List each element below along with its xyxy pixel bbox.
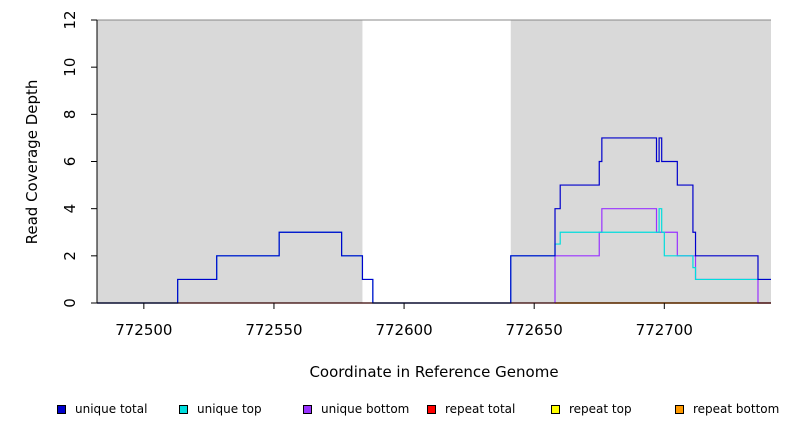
legend-swatch	[57, 404, 66, 414]
x-tick-label: 772650	[506, 321, 563, 339]
legend-label: unique top	[197, 402, 262, 416]
y-tick-label: 8	[61, 110, 79, 120]
legend-swatch	[427, 404, 436, 414]
x-tick-label: 772500	[115, 321, 172, 339]
series-unique-total	[97, 137, 771, 304]
legend-swatch	[303, 404, 312, 414]
legend-item-unique-bottom: unique bottom	[303, 400, 409, 418]
axes: 0 2 4 6 8 10 12 772500 772550 772600 772650 772700	[61, 10, 771, 339]
y-tick-label: 4	[61, 204, 79, 214]
legend-label: unique bottom	[321, 402, 410, 416]
y-axis-title: Read Coverage Depth	[23, 80, 41, 245]
y-tick-label: 6	[61, 157, 79, 167]
legend-item-repeat-top: repeat top	[551, 400, 632, 418]
y-tick-label: 12	[61, 10, 79, 29]
x-tick-label: 772700	[636, 321, 693, 339]
legend-swatch	[675, 404, 684, 414]
legend-label: repeat total	[445, 402, 516, 416]
legend-label: unique total	[75, 402, 148, 416]
legend-item-unique-total: unique total	[57, 400, 147, 418]
legend-swatch	[551, 404, 560, 414]
legend-label: repeat bottom	[693, 402, 780, 416]
legend-label: repeat top	[569, 402, 632, 416]
x-axis-title: Coordinate in Reference Genome	[309, 363, 558, 381]
legend-item-repeat-total: repeat total	[427, 400, 515, 418]
chart-legend: unique total unique top unique bottom repea…	[0, 400, 792, 420]
y-tick-label: 0	[61, 298, 79, 308]
x-tick-label: 772550	[245, 321, 302, 339]
y-tick-label: 10	[61, 58, 79, 77]
x-tick-label: 772600	[375, 321, 432, 339]
shaded-region-0	[97, 20, 363, 303]
legend-item-unique-top: unique top	[179, 400, 262, 418]
legend-item-repeat-bottom: repeat bottom	[675, 400, 779, 418]
shaded-regions	[97, 20, 771, 303]
y-tick-label: 2	[61, 251, 79, 261]
shaded-region-1	[510, 20, 771, 303]
legend-swatch	[179, 404, 188, 414]
